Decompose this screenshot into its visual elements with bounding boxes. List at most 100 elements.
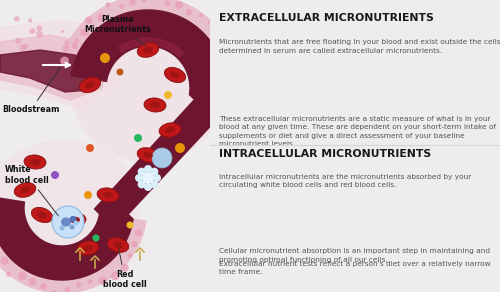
Ellipse shape [24,155,46,169]
Ellipse shape [103,192,113,198]
Circle shape [60,57,69,65]
Circle shape [142,0,147,3]
Circle shape [164,91,172,99]
Circle shape [134,229,142,237]
Circle shape [126,222,134,229]
Circle shape [154,0,158,1]
Circle shape [64,40,69,45]
Circle shape [116,69,123,76]
Circle shape [61,30,64,33]
Circle shape [84,191,92,199]
Text: Red
blood cell: Red blood cell [103,248,147,289]
Circle shape [152,148,172,168]
Polygon shape [0,20,122,108]
Polygon shape [0,35,108,100]
Circle shape [128,253,132,258]
Circle shape [164,0,170,6]
Circle shape [111,272,120,280]
Circle shape [228,84,236,92]
Circle shape [88,279,92,284]
Circle shape [135,174,143,182]
Ellipse shape [80,77,100,93]
Ellipse shape [150,102,160,108]
Circle shape [52,206,84,238]
Circle shape [92,234,100,241]
Circle shape [85,16,92,24]
Circle shape [153,174,161,182]
Text: Micronutrients that are free floating in your blood and exist outside the cells,: Micronutrients that are free floating in… [218,39,500,54]
Circle shape [138,168,145,175]
Circle shape [74,39,79,43]
Circle shape [106,2,110,7]
Circle shape [28,18,32,22]
Ellipse shape [70,217,80,223]
Circle shape [51,171,59,179]
Circle shape [208,20,212,25]
Ellipse shape [20,187,30,193]
Circle shape [20,45,26,51]
Polygon shape [57,0,240,102]
Circle shape [15,38,21,44]
Ellipse shape [64,213,86,227]
Circle shape [76,282,82,287]
Circle shape [14,16,20,22]
Circle shape [210,31,218,40]
Circle shape [0,257,8,265]
Circle shape [229,73,235,80]
Ellipse shape [164,67,186,83]
Circle shape [224,36,232,44]
Polygon shape [94,95,230,219]
Ellipse shape [113,242,123,248]
Circle shape [86,144,94,152]
Polygon shape [0,50,95,92]
Circle shape [60,225,64,230]
Text: INTRACELLULAR MICRONUTRIENTS: INTRACELLULAR MICRONUTRIENTS [218,149,431,159]
Circle shape [36,31,43,38]
Circle shape [23,44,28,49]
Circle shape [232,61,238,67]
Ellipse shape [14,183,36,197]
Circle shape [138,180,145,188]
Ellipse shape [61,218,71,227]
Ellipse shape [165,127,175,133]
Ellipse shape [85,81,95,88]
Ellipse shape [159,123,181,137]
Circle shape [186,9,192,15]
Circle shape [98,276,107,285]
Text: Cellular micronutrient absorption is an important step in maintaining and
promot: Cellular micronutrient absorption is an … [218,248,490,263]
Circle shape [40,283,47,290]
Ellipse shape [143,152,153,158]
Polygon shape [0,197,133,280]
Circle shape [131,241,138,247]
Circle shape [121,264,129,272]
Polygon shape [0,195,146,292]
Circle shape [64,287,70,292]
Circle shape [198,13,203,17]
Ellipse shape [170,72,180,79]
Ellipse shape [32,207,52,223]
Text: Bloodstream: Bloodstream [2,67,60,114]
Ellipse shape [83,245,93,251]
Text: EXTRACELLULAR MICRONUTRIENTS: EXTRACELLULAR MICRONUTRIENTS [218,13,434,23]
Circle shape [36,25,42,31]
Circle shape [97,13,106,22]
Ellipse shape [97,188,119,202]
Ellipse shape [107,238,129,252]
Text: White
blood cell: White blood cell [5,165,59,216]
Ellipse shape [37,212,47,218]
Circle shape [28,278,36,286]
Circle shape [6,272,11,277]
Text: Extracellular nutrient tests reflect a person’s diet over a relatively narrow
ti: Extracellular nutrient tests reflect a p… [218,261,490,275]
Circle shape [226,52,230,56]
Circle shape [72,44,78,49]
Circle shape [175,143,185,153]
Circle shape [100,53,110,63]
Circle shape [119,4,124,9]
Circle shape [18,272,27,280]
Text: These extracellular micronutrients are a static measure of what is in your
blood: These extracellular micronutrients are a… [218,116,496,147]
Circle shape [129,0,136,6]
Ellipse shape [137,148,159,162]
Circle shape [70,225,74,230]
Ellipse shape [143,47,153,53]
Circle shape [134,134,142,142]
